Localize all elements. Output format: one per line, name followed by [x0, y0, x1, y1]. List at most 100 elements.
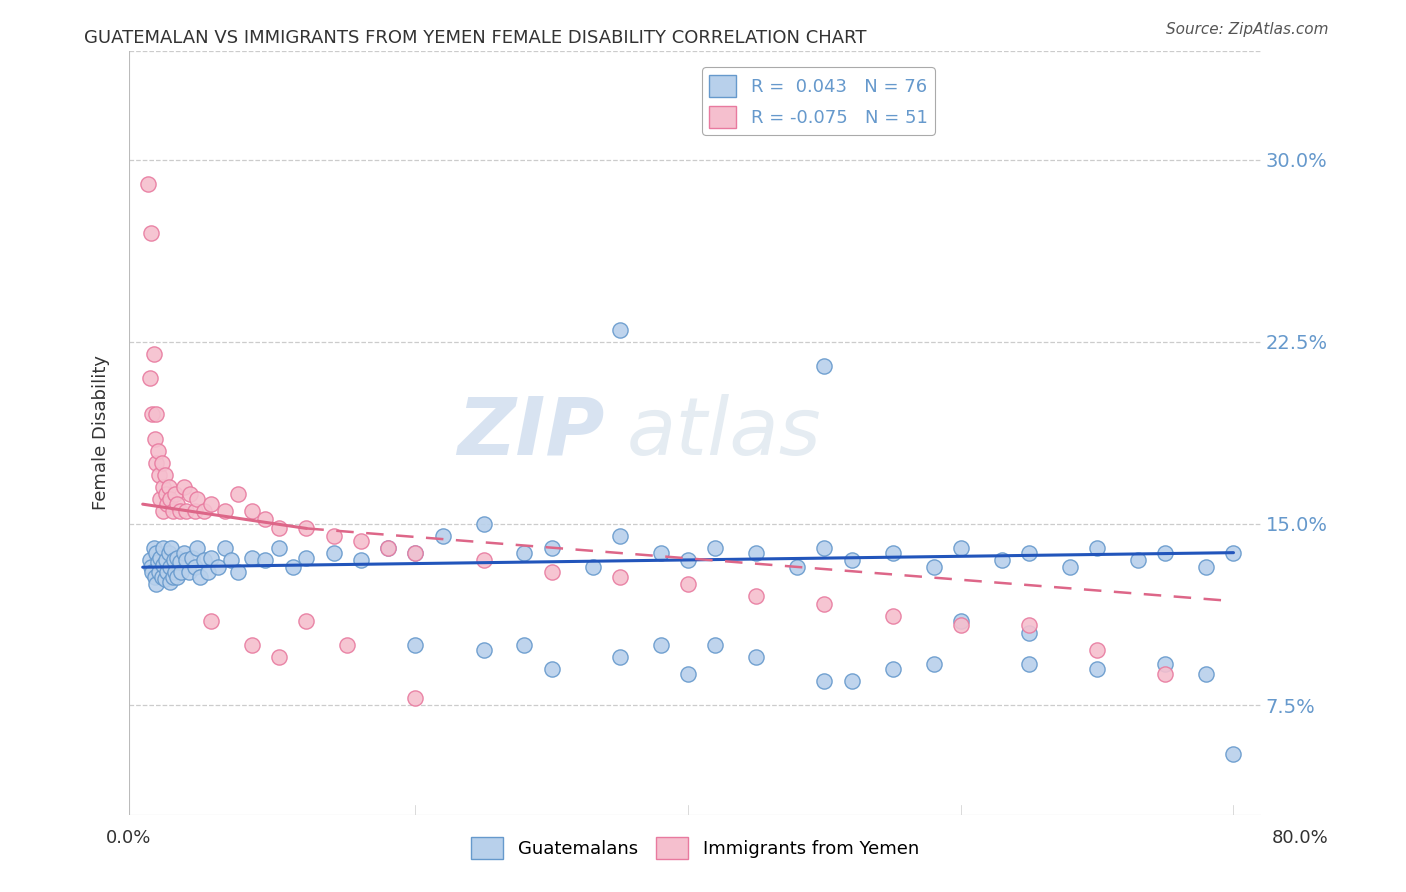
Point [582, 560, 605, 574]
Point [141, 565, 163, 579]
Point [882, 546, 904, 560]
Point [173, 546, 195, 560]
Point [350, 553, 373, 567]
Point [949, 618, 972, 632]
Point [404, 691, 426, 706]
Point [472, 642, 495, 657]
Point [882, 662, 904, 676]
Point [472, 516, 495, 531]
Point [813, 674, 835, 689]
Point [188, 570, 211, 584]
Point [163, 553, 186, 567]
Point [138, 371, 160, 385]
Point [159, 492, 181, 507]
Point [404, 546, 426, 560]
Point [162, 504, 184, 518]
Point [1085, 541, 1108, 555]
Point [1018, 546, 1040, 560]
Point [139, 560, 162, 574]
Point [146, 443, 169, 458]
Text: GUATEMALAN VS IMMIGRANTS FROM YEMEN FEMALE DISABILITY CORRELATION CHART: GUATEMALAN VS IMMIGRANTS FROM YEMEN FEMA… [84, 29, 868, 46]
Point [148, 468, 170, 483]
Point [146, 555, 169, 569]
Point [1154, 657, 1177, 672]
Point [183, 560, 205, 574]
Point [1018, 618, 1040, 632]
Point [170, 565, 193, 579]
Point [650, 546, 672, 560]
Point [841, 553, 863, 567]
Point [1085, 662, 1108, 676]
Point [676, 553, 699, 567]
Point [214, 504, 236, 518]
Point [150, 570, 173, 584]
Point [922, 560, 945, 574]
Point [143, 570, 166, 584]
Point [1222, 546, 1244, 560]
Point [240, 638, 263, 652]
Point [152, 541, 174, 555]
Point [513, 638, 536, 652]
Point [350, 533, 373, 548]
Text: ZIP: ZIP [457, 393, 605, 472]
Point [152, 558, 174, 572]
Point [404, 546, 426, 560]
Point [745, 649, 768, 664]
Point [540, 565, 562, 579]
Point [322, 529, 344, 543]
Point [226, 487, 249, 501]
Point [1195, 560, 1218, 574]
Point [165, 487, 187, 501]
Point [295, 550, 318, 565]
Point [226, 565, 249, 579]
Point [1222, 747, 1244, 761]
Point [240, 504, 263, 518]
Point [949, 614, 972, 628]
Text: 0.0%: 0.0% [105, 829, 150, 847]
Point [949, 541, 972, 555]
Point [1154, 546, 1177, 560]
Point [155, 487, 177, 501]
Point [150, 456, 173, 470]
Point [193, 553, 215, 567]
Point [176, 553, 198, 567]
Point [207, 560, 229, 574]
Point [513, 546, 536, 560]
Point [179, 487, 201, 501]
Point [159, 560, 181, 574]
Point [145, 456, 167, 470]
Point [156, 565, 179, 579]
Point [432, 529, 454, 543]
Point [138, 553, 160, 567]
Text: Source: ZipAtlas.com: Source: ZipAtlas.com [1166, 22, 1329, 37]
Point [1018, 657, 1040, 672]
Point [152, 480, 174, 494]
Point [186, 541, 208, 555]
Point [148, 565, 170, 579]
Point [166, 550, 188, 565]
Point [156, 497, 179, 511]
Point [1154, 667, 1177, 681]
Point [1018, 625, 1040, 640]
Point [180, 550, 202, 565]
Point [540, 541, 562, 555]
Point [145, 408, 167, 422]
Point [254, 553, 277, 567]
Point [193, 504, 215, 518]
Point [295, 521, 318, 535]
Point [295, 614, 318, 628]
Point [142, 347, 165, 361]
Point [882, 608, 904, 623]
Point [813, 597, 835, 611]
Point [1085, 642, 1108, 657]
Point [1195, 667, 1218, 681]
Point [676, 667, 699, 681]
Point [155, 553, 177, 567]
Point [377, 541, 399, 555]
Point [159, 574, 181, 589]
Point [141, 408, 163, 422]
Point [650, 638, 672, 652]
Point [786, 560, 808, 574]
Point [149, 492, 172, 507]
Point [267, 541, 290, 555]
